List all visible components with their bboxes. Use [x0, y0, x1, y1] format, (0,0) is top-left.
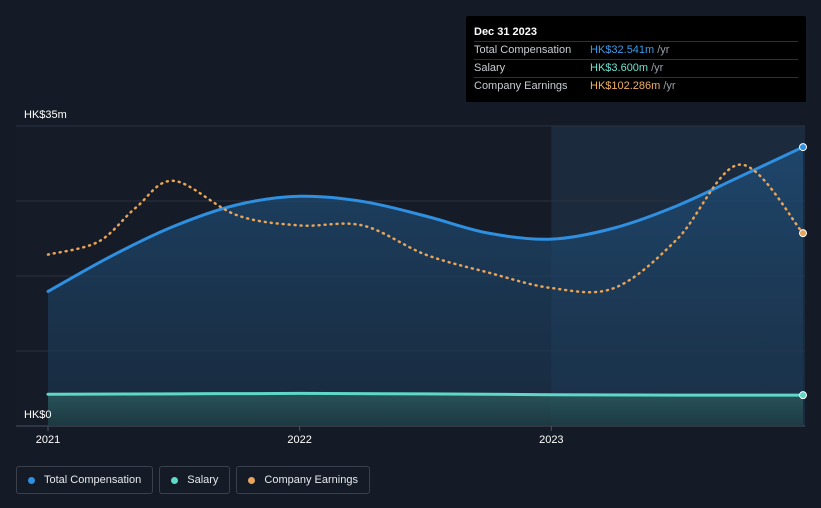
legend-item-company-earnings[interactable]: Company Earnings	[236, 466, 370, 494]
tooltip-row-total-compensation: Total Compensation HK$32.541m /yr	[474, 41, 798, 59]
series-line-salary	[46, 391, 805, 397]
series-layer	[46, 143, 807, 426]
tooltip-label: Salary	[474, 62, 506, 74]
series-line-company-earnings	[46, 163, 805, 294]
x-tick-label: 2023	[539, 434, 563, 446]
legend-item-total-compensation[interactable]: Total Compensation	[16, 466, 154, 494]
tooltip-value: HK$102.286m	[590, 80, 661, 92]
tooltip-unit: /yr	[651, 62, 664, 74]
series-area-salary	[48, 393, 803, 426]
tooltip-date: Dec 31 2023	[474, 26, 537, 38]
tooltip-row-company-earnings: Company Earnings HK$102.286m /yr	[474, 77, 798, 95]
legend-dot-icon	[248, 476, 256, 484]
series-endpoint-salary	[799, 391, 807, 400]
legend: Total Compensation Salary Company Earnin…	[16, 466, 370, 494]
x-axis: 2021 2022 2023	[36, 426, 564, 446]
legend-dot-icon	[171, 476, 179, 484]
tooltip-unit: /yr	[657, 44, 670, 56]
series-endpoint-total-compensation	[799, 143, 807, 152]
tooltip-value: HK$32.541m	[590, 44, 655, 56]
legend-dot-icon	[28, 476, 35, 484]
tooltip-label: Total Compensation	[474, 44, 572, 56]
x-tick-label: 2022	[287, 434, 311, 446]
y-axis-bottom-label: HK$0	[24, 409, 52, 421]
tooltip-row-salary: Salary HK$3.600m /yr	[474, 59, 798, 77]
tooltip-unit: /yr	[663, 80, 676, 92]
legend-label: Salary	[187, 474, 219, 486]
legend-label: Total Compensation	[44, 474, 142, 486]
y-axis-top-label: HK$35m	[24, 109, 67, 121]
tooltip-panel: Dec 31 2023 Total Compensation HK$32.541…	[466, 16, 806, 102]
series-line-total-compensation	[46, 145, 805, 293]
legend-label: Company Earnings	[264, 474, 358, 486]
x-tick-label: 2021	[36, 434, 60, 446]
tooltip-value: HK$3.600m	[590, 62, 649, 74]
legend-item-salary[interactable]: Salary	[159, 466, 231, 494]
series-area-total-compensation	[48, 147, 803, 426]
tooltip-label: Company Earnings	[474, 80, 568, 92]
series-endpoint-company-earnings	[799, 229, 807, 238]
